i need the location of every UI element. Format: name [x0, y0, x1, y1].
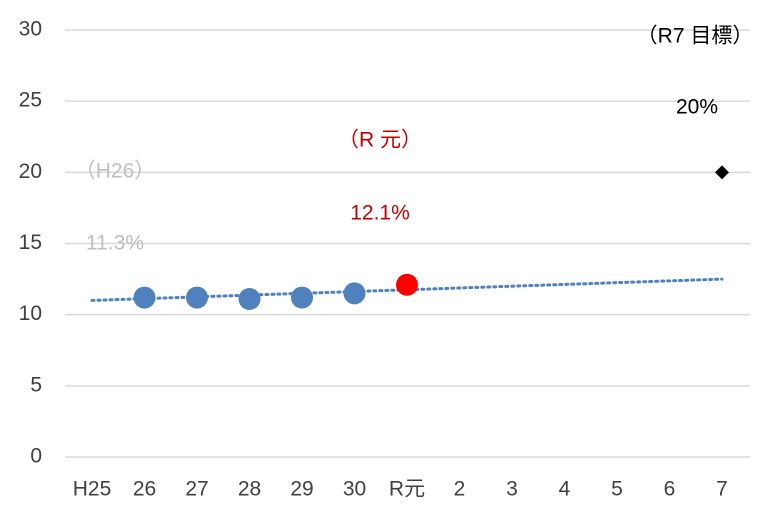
point — [291, 286, 313, 309]
x-tick-label: 6 — [664, 478, 676, 501]
x-tick-label: 27 — [185, 478, 208, 501]
x-tick-label: R元 — [389, 478, 425, 501]
y-tick-label: 0 — [30, 445, 42, 468]
annotation: （H26） — [75, 160, 156, 183]
y-tick-label: 20 — [19, 160, 42, 183]
point — [343, 282, 366, 305]
point — [715, 165, 729, 180]
x-tick-label: 30 — [343, 478, 366, 501]
annotation: （R 元） — [338, 129, 422, 152]
y-tick-label: 15 — [19, 231, 42, 254]
annotation: 12.1% — [350, 202, 410, 225]
x-tick-label: 26 — [133, 478, 156, 501]
x-tick-label: 29 — [290, 478, 313, 501]
x-tick-label: 3 — [506, 478, 518, 501]
point — [238, 288, 261, 311]
annotation: 11.3% — [86, 232, 144, 255]
x-tick-label: 4 — [559, 478, 571, 501]
annotation: （R7 目標） — [637, 25, 754, 48]
x-tick-label: 2 — [454, 478, 466, 501]
x-tick-label: 7 — [716, 478, 728, 501]
y-tick-label: 30 — [19, 18, 42, 41]
point — [133, 286, 156, 309]
annotation: 20% — [676, 96, 718, 119]
y-tick-label: 10 — [19, 302, 42, 325]
x-tick-label: 5 — [611, 478, 623, 501]
point — [186, 286, 208, 309]
point — [396, 273, 418, 296]
y-tick-label: 5 — [30, 373, 42, 396]
x-tick-label: 28 — [238, 478, 261, 501]
y-tick-label: 25 — [19, 89, 42, 112]
x-tick-label: H25 — [73, 478, 112, 501]
